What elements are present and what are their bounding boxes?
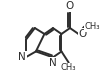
Text: N: N	[49, 58, 57, 68]
Text: CH₃: CH₃	[84, 22, 100, 31]
Text: CH₃: CH₃	[61, 63, 76, 72]
Text: O: O	[66, 1, 74, 11]
Text: N: N	[18, 52, 26, 62]
Text: O: O	[79, 29, 87, 39]
